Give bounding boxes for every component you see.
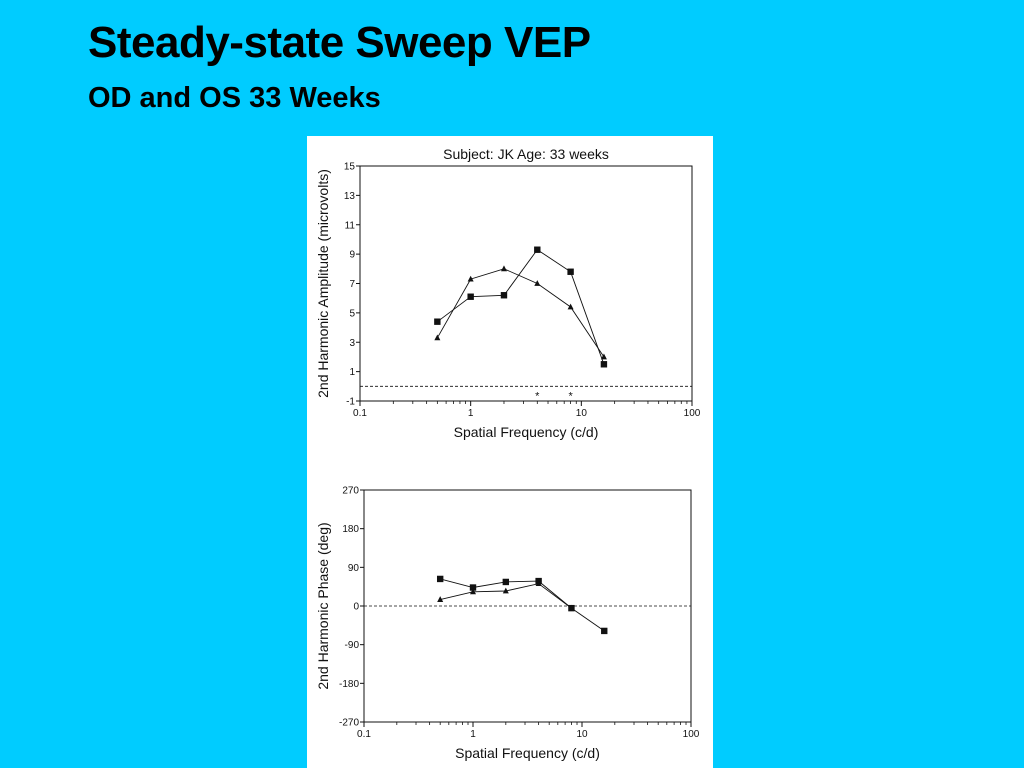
chart1-series2-point xyxy=(600,353,607,360)
chart1-plot-frame xyxy=(359,165,693,402)
chart1-series1-point xyxy=(434,318,441,325)
chart2-series2-point xyxy=(535,580,542,587)
chart1-series1-line xyxy=(437,249,605,365)
chart1-title: Subject: JK Age: 33 weeks xyxy=(443,146,609,162)
chart2-ytick-label: -180 xyxy=(339,679,359,690)
chart2-xtick-label: 0.1 xyxy=(357,729,371,740)
chart2-series1-point xyxy=(436,575,444,583)
chart1-series1-point xyxy=(567,268,574,275)
chart2-ytick-label: 180 xyxy=(342,524,359,535)
chart1-noise-marker: * xyxy=(568,391,573,403)
chart2-xtick-label: 10 xyxy=(576,729,588,740)
chart1-series1-point xyxy=(500,292,508,299)
chart2-series2-point xyxy=(568,604,575,611)
chart1-ytick-label: 9 xyxy=(349,250,355,261)
chart1-ytick-label: 13 xyxy=(344,191,356,202)
chart1-xtick-label: 0.1 xyxy=(353,408,367,419)
chart2-ytick-label: -90 xyxy=(345,640,360,651)
chart1-series2-point xyxy=(434,334,441,341)
chart1-ytick-label: 15 xyxy=(344,162,356,173)
chart1-ytick-label: 5 xyxy=(349,308,355,319)
chart2-ytick-label: 90 xyxy=(348,563,360,574)
figure-panel: Subject: JK Age: 33 weeks -1 1 3 5 7 9 11 13 15 0.… xyxy=(307,136,713,768)
chart1-ytick-label: 3 xyxy=(349,338,355,349)
chart2-series1-point xyxy=(502,578,510,586)
chart1-series1-point xyxy=(467,293,474,300)
chart1-ytick-label: 1 xyxy=(349,367,355,378)
chart1-noise-marker: * xyxy=(535,391,540,403)
chart1-series2-line xyxy=(437,268,605,358)
slide-subtitle: OD and OS 33 Weeks xyxy=(88,82,381,114)
chart2-ytick-label: -270 xyxy=(339,718,359,729)
chart1-xtick-label: 100 xyxy=(684,408,701,419)
chart2-series2-line xyxy=(440,583,572,609)
chart2-series2-point xyxy=(437,596,444,602)
chart2-xtick-label: 100 xyxy=(683,729,700,740)
chart1-ytick-label: 11 xyxy=(345,220,356,231)
chart1-series1-point xyxy=(600,361,608,368)
chart2-xlabel: Spatial Frequency (c/d) xyxy=(455,745,600,761)
chart1-xlabel: Spatial Frequency (c/d) xyxy=(454,424,599,440)
chart2-series1-line xyxy=(440,578,605,632)
vep-charts: Subject: JK Age: 33 weeks-1135791113150.… xyxy=(315,146,701,761)
chart2-xtick-label: 1 xyxy=(470,729,476,740)
slide-title: Steady-state Sweep VEP xyxy=(88,18,591,67)
chart2-series2-point xyxy=(470,588,476,595)
chart2-ytick-label: 0 xyxy=(353,602,359,613)
chart1-ytick-label: -1 xyxy=(346,397,355,408)
chart2-series1-point xyxy=(469,584,477,591)
chart1-series2-point xyxy=(534,280,541,286)
chart2-series2-point xyxy=(502,587,509,594)
chart1-xtick-label: 10 xyxy=(576,408,588,419)
chart2-ylabel: 2nd Harmonic Phase (deg) xyxy=(315,522,331,689)
chart2-series1-point xyxy=(601,627,608,635)
chart1-series2-point xyxy=(567,303,574,310)
chart1-ytick-label: 7 xyxy=(349,279,355,290)
chart1-xtick-label: 1 xyxy=(468,408,474,419)
chart1-series2-point xyxy=(467,275,474,282)
chart2-ytick-label: 270 xyxy=(342,486,359,497)
chart1-series2-point xyxy=(500,265,507,272)
chart1-series1-point xyxy=(534,246,541,253)
chart1-ylabel: 2nd Harmonic Amplitude (microvolts) xyxy=(315,169,331,398)
